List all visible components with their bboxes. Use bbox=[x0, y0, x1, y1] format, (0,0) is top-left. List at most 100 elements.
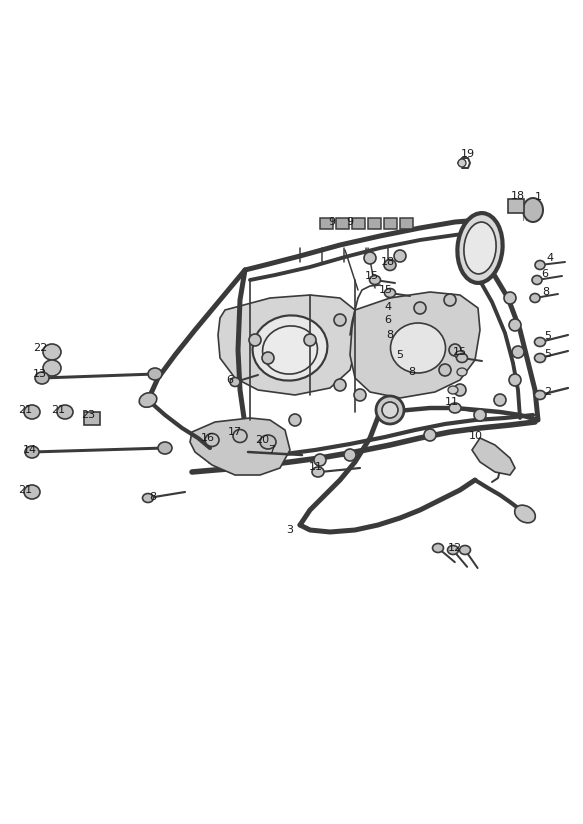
Text: 1: 1 bbox=[535, 192, 542, 202]
Text: 21: 21 bbox=[18, 485, 32, 495]
Ellipse shape bbox=[449, 344, 461, 356]
Text: 6: 6 bbox=[385, 315, 392, 325]
Ellipse shape bbox=[24, 485, 40, 499]
Bar bbox=[320, 218, 333, 229]
Ellipse shape bbox=[424, 429, 436, 441]
Ellipse shape bbox=[43, 360, 61, 376]
Ellipse shape bbox=[370, 275, 381, 284]
Ellipse shape bbox=[354, 389, 366, 401]
Bar bbox=[384, 218, 397, 229]
Ellipse shape bbox=[57, 405, 73, 419]
Text: 15: 15 bbox=[379, 285, 393, 295]
Ellipse shape bbox=[532, 275, 542, 284]
Ellipse shape bbox=[535, 338, 546, 347]
Text: 12: 12 bbox=[448, 543, 462, 553]
Ellipse shape bbox=[344, 449, 356, 461]
Ellipse shape bbox=[260, 435, 276, 449]
Ellipse shape bbox=[391, 323, 445, 373]
Ellipse shape bbox=[24, 405, 40, 419]
Text: 23: 23 bbox=[81, 410, 95, 420]
Ellipse shape bbox=[35, 372, 49, 384]
Ellipse shape bbox=[289, 414, 301, 426]
Ellipse shape bbox=[142, 494, 153, 503]
Ellipse shape bbox=[459, 545, 470, 555]
Ellipse shape bbox=[139, 393, 157, 407]
Polygon shape bbox=[190, 418, 290, 475]
Ellipse shape bbox=[384, 260, 396, 270]
Bar bbox=[352, 218, 365, 229]
Text: 11: 11 bbox=[445, 397, 459, 407]
Ellipse shape bbox=[515, 505, 535, 523]
Bar bbox=[368, 218, 381, 229]
Ellipse shape bbox=[458, 159, 466, 167]
Ellipse shape bbox=[494, 394, 506, 406]
Bar bbox=[336, 218, 349, 229]
Text: 21: 21 bbox=[51, 405, 65, 415]
Polygon shape bbox=[218, 295, 358, 395]
Ellipse shape bbox=[148, 368, 162, 380]
Ellipse shape bbox=[535, 353, 546, 363]
Ellipse shape bbox=[535, 391, 546, 400]
Text: 11: 11 bbox=[309, 462, 323, 472]
Text: 15: 15 bbox=[365, 271, 379, 281]
Text: 6: 6 bbox=[227, 375, 234, 385]
Ellipse shape bbox=[439, 364, 451, 376]
Ellipse shape bbox=[530, 293, 540, 302]
Ellipse shape bbox=[535, 260, 545, 269]
Ellipse shape bbox=[262, 352, 274, 364]
Text: 8: 8 bbox=[387, 330, 394, 340]
Text: 9: 9 bbox=[346, 217, 353, 227]
Ellipse shape bbox=[312, 467, 324, 477]
Ellipse shape bbox=[205, 433, 219, 447]
Ellipse shape bbox=[376, 396, 404, 424]
Text: 15: 15 bbox=[453, 347, 467, 357]
Ellipse shape bbox=[504, 292, 516, 304]
Ellipse shape bbox=[158, 442, 172, 454]
Ellipse shape bbox=[364, 252, 376, 264]
Bar bbox=[84, 412, 100, 425]
Ellipse shape bbox=[385, 288, 395, 297]
Ellipse shape bbox=[262, 326, 317, 374]
Text: 18: 18 bbox=[381, 257, 395, 267]
Ellipse shape bbox=[25, 446, 39, 458]
Ellipse shape bbox=[394, 250, 406, 262]
Ellipse shape bbox=[433, 544, 444, 553]
Text: 8: 8 bbox=[542, 287, 550, 297]
Ellipse shape bbox=[509, 319, 521, 331]
Ellipse shape bbox=[314, 454, 326, 466]
Text: 14: 14 bbox=[23, 445, 37, 455]
Text: 21: 21 bbox=[18, 405, 32, 415]
Ellipse shape bbox=[249, 334, 261, 346]
Text: 2: 2 bbox=[545, 387, 552, 397]
Ellipse shape bbox=[448, 386, 458, 394]
Text: 4: 4 bbox=[384, 302, 392, 312]
Text: 22: 22 bbox=[33, 343, 47, 353]
Bar bbox=[400, 218, 413, 229]
Polygon shape bbox=[472, 438, 515, 475]
Ellipse shape bbox=[474, 409, 486, 421]
Ellipse shape bbox=[448, 545, 458, 555]
Text: 5: 5 bbox=[545, 349, 552, 359]
Text: 17: 17 bbox=[228, 427, 242, 437]
Ellipse shape bbox=[458, 213, 503, 283]
Ellipse shape bbox=[464, 222, 496, 274]
Polygon shape bbox=[350, 292, 480, 398]
Ellipse shape bbox=[457, 368, 467, 376]
Ellipse shape bbox=[454, 384, 466, 396]
Ellipse shape bbox=[334, 379, 346, 391]
Ellipse shape bbox=[509, 374, 521, 386]
Text: 5: 5 bbox=[396, 350, 403, 360]
Text: 8: 8 bbox=[409, 367, 416, 377]
Text: 9: 9 bbox=[328, 217, 336, 227]
Ellipse shape bbox=[233, 429, 247, 442]
Text: 5: 5 bbox=[545, 331, 552, 341]
Ellipse shape bbox=[414, 302, 426, 314]
Bar bbox=[508, 199, 524, 213]
Text: 16: 16 bbox=[201, 433, 215, 443]
Ellipse shape bbox=[304, 334, 316, 346]
Text: 10: 10 bbox=[469, 431, 483, 441]
Ellipse shape bbox=[334, 314, 346, 326]
Text: 7: 7 bbox=[268, 445, 276, 455]
Ellipse shape bbox=[382, 402, 398, 418]
Text: 6: 6 bbox=[542, 269, 549, 279]
